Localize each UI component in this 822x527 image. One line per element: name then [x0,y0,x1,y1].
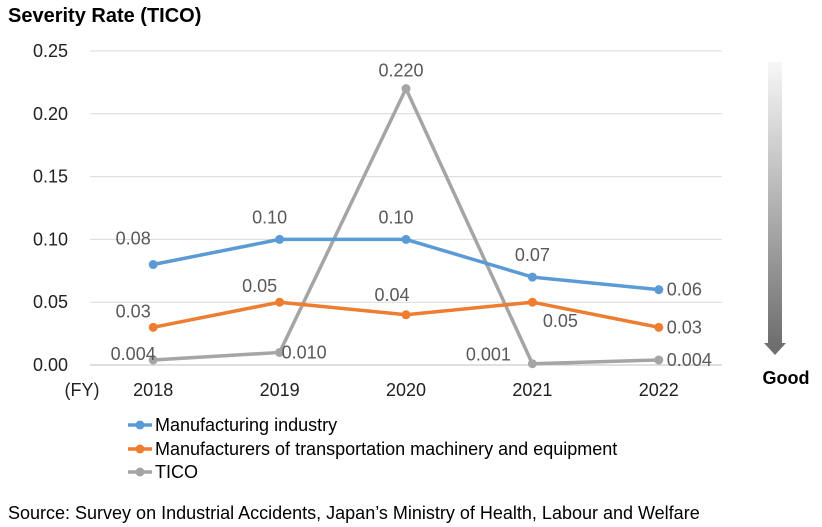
manufacturing-legend-marker [135,420,145,430]
y-tick-label: 0.25 [33,41,68,61]
tico-data-point [654,355,664,365]
transportation-data-point [275,297,285,307]
data-labels: 0.08 0.10 0.10 0.07 0.06 0.03 0.05 0.04 0.05 0.03… [111,61,712,370]
tico-legend-label: TICO [155,462,198,482]
transportation-data-label: 0.03 [667,317,702,337]
y-tick-label: 0.15 [33,167,68,187]
tico-data-label: 0.010 [282,342,327,362]
manufacturing-legend-label: Manufacturing industry [155,415,337,435]
y-tick-label: 0.05 [33,292,68,312]
source-text: Source: Survey on Industrial Accidents, … [8,503,700,523]
manufacturing-data-label: 0.08 [116,229,151,249]
tico-data-label: 0.220 [378,61,423,81]
x-tick-label: 2019 [260,380,300,400]
manufacturing-data-label: 0.10 [378,207,413,227]
transportation-legend-marker [135,444,145,454]
good-indicator: Good [763,62,810,388]
transportation-data-point [654,322,664,332]
tico-data-point [148,355,158,365]
manufacturing-data-point [148,260,158,270]
legend: Manufacturing industry Manufacturers of t… [128,415,617,482]
y-tick-label: 0.20 [33,104,68,124]
transportation-data-label: 0.04 [374,285,409,305]
manufacturing-data-point [275,234,285,244]
x-tick-label: 2021 [512,380,552,400]
manufacturing-data-point [527,272,537,282]
x-tick-label: 2022 [639,380,679,400]
x-axis-label: (FY) [65,380,100,400]
tico-data-point [527,359,537,369]
tico-data-point [275,347,285,357]
transportation-data-label: 0.05 [242,276,277,296]
tico-data-label: 0.004 [111,344,156,364]
y-axis-ticks: 0.00 0.05 0.10 0.15 0.20 0.25 [33,41,68,375]
transportation-data-point [527,297,537,307]
manufacturing-data-point [401,234,411,244]
y-tick-label: 0.00 [33,355,68,375]
y-tick-label: 0.10 [33,229,68,249]
x-tick-label: 2020 [386,380,426,400]
tico-data-label: 0.001 [466,345,511,365]
tico-data-label: 0.004 [667,350,712,370]
manufacturing-data-label: 0.10 [252,207,287,227]
transportation-legend-label: Manufacturers of transportation machiner… [155,439,617,459]
chart-title: Severity Rate (TICO) [8,5,201,27]
manufacturing-data-point [654,285,664,295]
x-axis-ticks: 2018 2019 2020 2021 2022 [133,380,679,400]
transportation-data-label: 0.03 [116,301,151,321]
transportation-data-point [401,310,411,320]
tico-data-point [401,84,411,94]
manufacturing-data-label: 0.07 [515,245,550,265]
manufacturing-data-label: 0.06 [667,280,702,300]
transportation-data-label: 0.05 [543,311,578,331]
good-gradient-bar [768,62,782,344]
down-arrow-icon [764,343,786,355]
tico-legend-marker [135,467,145,477]
x-tick-label: 2018 [133,380,173,400]
series-lines [148,84,664,369]
transportation-data-point [148,322,158,332]
manufacturing-series-line [152,237,659,292]
good-label: Good [763,368,810,388]
